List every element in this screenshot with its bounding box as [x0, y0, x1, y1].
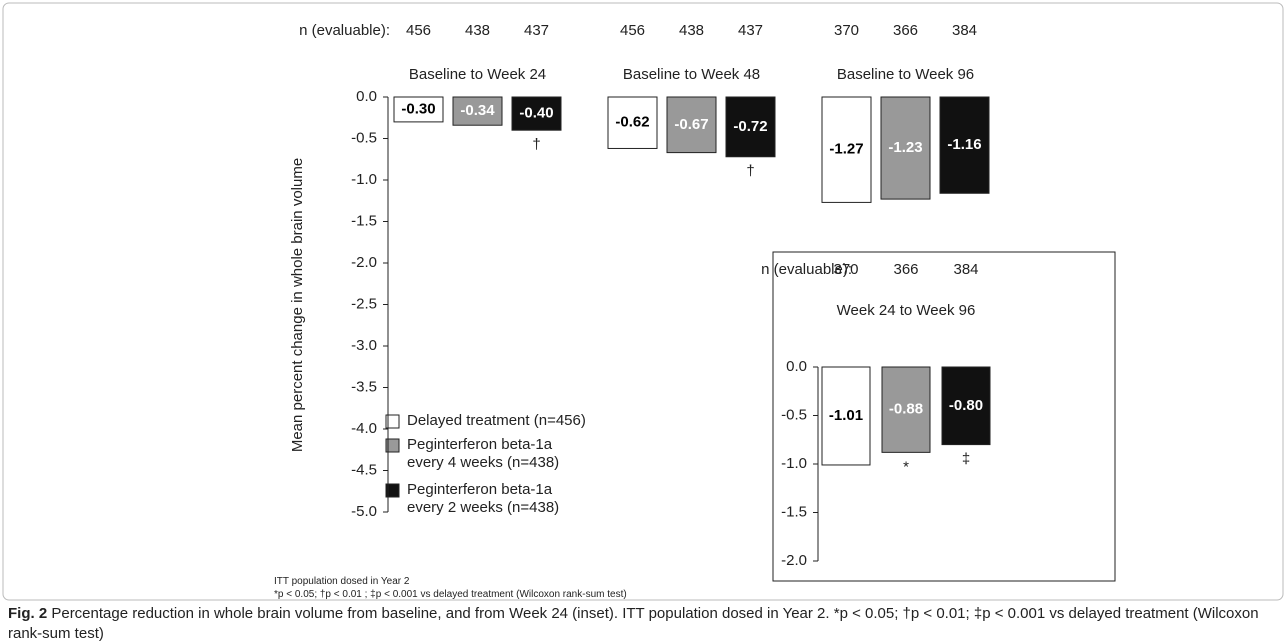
y-axis-label: Mean percent change in whole brain volum…	[289, 158, 306, 452]
group-title: Baseline to Week 24	[409, 66, 546, 83]
y-tick-label: -2.5	[351, 295, 377, 312]
bar	[821, 96, 872, 203]
bar	[511, 96, 562, 131]
group-title: Baseline to Week 48	[623, 66, 760, 83]
legend-entry: Peginterferon beta-1a every 2 weeks (n=4…	[407, 481, 560, 516]
value-label: -1.01	[829, 407, 863, 424]
n-value: 366	[893, 22, 918, 39]
y-tick-label: -0.5	[781, 406, 807, 423]
value-label: -0.88	[889, 401, 923, 418]
legend-swatch	[385, 438, 400, 453]
significance-marker: ‡	[962, 451, 970, 468]
bar	[941, 366, 991, 446]
n-value: 366	[893, 261, 918, 278]
y-tick-label: -5.0	[351, 503, 377, 520]
value-label: -0.80	[949, 397, 983, 414]
value-label: -0.72	[733, 118, 767, 135]
y-tick-label: -4.5	[351, 461, 377, 478]
n-label: n (evaluable):	[761, 261, 852, 278]
y-tick-label: -1.5	[781, 503, 807, 520]
y-tick-label: 0.0	[786, 358, 807, 375]
bar	[880, 96, 931, 200]
bar	[939, 96, 990, 194]
bar	[725, 96, 776, 158]
significance-marker: *	[903, 458, 909, 475]
y-tick-label: -0.5	[351, 129, 377, 146]
bar	[881, 366, 931, 453]
note: ITT population dosed in Year 2	[274, 576, 410, 587]
legend-swatch	[385, 483, 400, 498]
n-value: 437	[738, 22, 763, 39]
n-label: n (evaluable):	[299, 22, 390, 39]
bar	[666, 96, 717, 154]
y-tick-label: -1.0	[781, 455, 807, 472]
figure-border	[2, 2, 1284, 601]
value-label: -0.40	[519, 105, 553, 122]
n-value: 438	[679, 22, 704, 39]
n-value: 384	[953, 261, 978, 278]
value-label: -1.16	[947, 136, 981, 153]
legend-entry: Delayed treatment (n=456)	[407, 412, 586, 429]
n-value: 456	[620, 22, 645, 39]
y-tick-label: -2.0	[351, 254, 377, 271]
n-value: 384	[952, 22, 977, 39]
caption-label: Fig. 2	[8, 605, 48, 622]
y-tick-label: 0.0	[356, 88, 377, 105]
bar	[452, 96, 503, 126]
group-title: Week 24 to Week 96	[837, 302, 976, 319]
note: *p < 0.05; †p < 0.01 ; ‡p < 0.001 vs del…	[274, 589, 627, 600]
n-value: 456	[406, 22, 431, 39]
significance-marker: †	[746, 163, 754, 180]
y-tick-label: -4.0	[351, 420, 377, 437]
n-value: 370	[834, 22, 859, 39]
n-value: 438	[465, 22, 490, 39]
legend-swatch	[385, 414, 400, 429]
value-label: -1.27	[829, 141, 863, 158]
n-value: 370	[833, 261, 858, 278]
value-label: -0.62	[615, 114, 649, 131]
value-label: -0.30	[401, 100, 435, 117]
y-tick-label: -1.0	[351, 171, 377, 188]
y-tick-label: -3.5	[351, 378, 377, 395]
y-tick-label: -2.0	[781, 552, 807, 569]
bar	[607, 96, 658, 149]
bar	[821, 366, 871, 466]
caption-text: Percentage reduction in whole brain volu…	[8, 605, 1259, 642]
value-label: -0.34	[460, 102, 495, 119]
n-value: 437	[524, 22, 549, 39]
significance-marker: †	[532, 136, 540, 153]
value-label: -1.23	[888, 139, 922, 156]
caption: Fig. 2 Percentage reduction in whole bra…	[8, 604, 1278, 643]
group-title: Baseline to Week 96	[837, 66, 974, 83]
y-tick-label: -3.0	[351, 337, 377, 354]
y-tick-label: -1.5	[351, 212, 377, 229]
legend-entry: Peginterferon beta-1a every 4 weeks (n=4…	[407, 436, 560, 471]
bar	[393, 96, 444, 123]
value-label: -0.67	[674, 116, 708, 133]
